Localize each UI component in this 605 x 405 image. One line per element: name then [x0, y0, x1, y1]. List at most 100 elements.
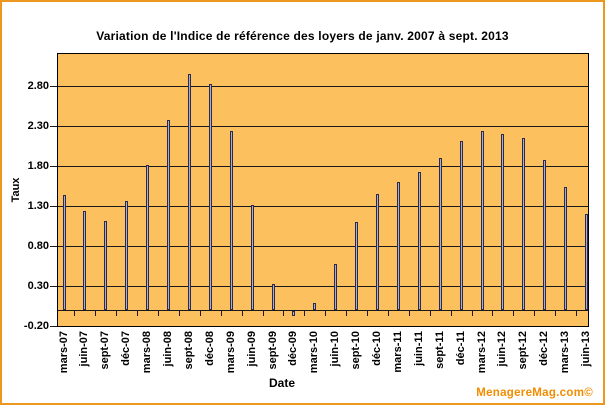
y-axis-tick	[50, 126, 57, 127]
bar	[62, 194, 66, 310]
x-axis-tick	[74, 310, 76, 316]
gridline	[58, 86, 588, 87]
y-tick-label: 2.80	[27, 79, 49, 92]
bar	[250, 205, 254, 310]
bar	[167, 119, 170, 310]
x-axis-tick	[513, 310, 515, 316]
bar	[396, 182, 400, 310]
x-tick-label: déc-11	[454, 331, 467, 366]
x-axis-tick	[325, 310, 327, 316]
x-tick-label: sept-10	[350, 331, 363, 370]
gridline	[58, 286, 588, 287]
x-tick-label: juin-12	[496, 331, 509, 367]
y-axis-tick	[50, 86, 57, 87]
x-tick-label: déc-12	[538, 331, 551, 366]
x-tick-label: sept-07	[99, 331, 112, 370]
bar	[83, 210, 87, 310]
x-axis-tick	[534, 310, 536, 316]
x-axis-tick	[555, 310, 557, 316]
bar	[585, 214, 588, 310]
y-axis-tick	[50, 206, 57, 207]
x-tick-label: sept-12	[517, 331, 530, 370]
x-axis-tick	[116, 310, 118, 316]
bar	[376, 194, 379, 310]
gridline	[58, 246, 588, 247]
x-axis-tick	[492, 310, 494, 316]
plot-area	[57, 53, 589, 327]
x-axis-tick	[387, 310, 389, 316]
bar	[459, 141, 463, 310]
gridline	[58, 166, 588, 167]
y-tick-label: 1.80	[27, 159, 49, 172]
x-tick-label: juin-08	[162, 331, 174, 367]
x-tick-label: mars-09	[224, 331, 237, 374]
y-tick-label: 0.80	[27, 239, 49, 252]
bar	[438, 158, 442, 310]
x-axis-tick	[178, 310, 180, 316]
x-tick-label: juin-13	[580, 331, 592, 367]
x-axis-title: Date	[268, 376, 295, 390]
x-tick-label: juin-07	[78, 331, 91, 367]
x-tick-label: déc-08	[203, 331, 216, 366]
gridline	[58, 126, 588, 127]
watermark: MenagereMag.com©	[476, 387, 593, 399]
x-tick-label: mars-08	[141, 331, 154, 374]
x-tick-label: déc-10	[371, 331, 383, 366]
y-tick-label: 0.30	[27, 279, 49, 292]
y-axis-tick	[50, 246, 57, 247]
x-tick-label: mars-11	[391, 331, 404, 373]
bar	[125, 201, 129, 310]
bar	[501, 134, 505, 310]
bar	[292, 311, 296, 316]
bar	[543, 159, 547, 310]
bar	[334, 264, 338, 310]
x-axis-line	[58, 310, 588, 311]
x-axis-tick	[262, 310, 264, 316]
bar	[104, 221, 108, 310]
bar	[187, 74, 191, 310]
bar	[522, 138, 526, 310]
x-tick-label: mars-13	[559, 331, 572, 374]
bar	[146, 165, 150, 310]
y-tick-label: 1.30	[27, 199, 49, 212]
x-tick-label: déc-09	[287, 331, 300, 366]
bar	[229, 130, 233, 310]
x-tick-label: mars-10	[308, 331, 321, 374]
x-axis-tick	[95, 310, 97, 316]
bar	[271, 284, 275, 310]
bar	[208, 83, 212, 310]
x-axis-tick	[283, 310, 285, 316]
gridline	[58, 206, 588, 207]
x-axis-tick	[450, 310, 452, 316]
chart-title: Variation de l'Indice de référence des l…	[96, 29, 509, 43]
bar	[480, 130, 484, 310]
y-tick-label: -0.20	[23, 319, 49, 332]
y-axis-tick	[50, 166, 57, 167]
x-axis-tick	[367, 310, 369, 316]
x-axis-tick	[241, 310, 243, 316]
x-tick-label: sept-11	[433, 331, 446, 369]
x-tick-label: sept-08	[182, 331, 195, 370]
bar	[355, 222, 359, 310]
x-axis-tick	[137, 310, 139, 316]
x-tick-label: juin-09	[245, 331, 258, 367]
x-axis-tick	[471, 310, 473, 316]
x-axis-tick	[158, 310, 160, 316]
x-tick-label: juin-10	[329, 331, 342, 367]
x-axis-tick	[408, 310, 410, 316]
x-tick-label: juin-11	[412, 331, 425, 366]
x-axis-tick	[304, 310, 306, 316]
y-tick-label: 2.30	[27, 119, 49, 132]
x-tick-label: sept-09	[266, 331, 279, 370]
x-tick-label: mars-07	[57, 331, 70, 374]
y-axis-tick	[50, 326, 57, 327]
x-tick-label: mars-12	[475, 331, 488, 374]
bar	[564, 186, 568, 310]
x-axis-tick	[576, 310, 578, 316]
x-axis-tick	[199, 310, 201, 316]
y-axis-tick	[50, 286, 57, 287]
bar	[313, 302, 317, 310]
x-axis-tick	[346, 310, 348, 316]
bar	[417, 171, 421, 310]
